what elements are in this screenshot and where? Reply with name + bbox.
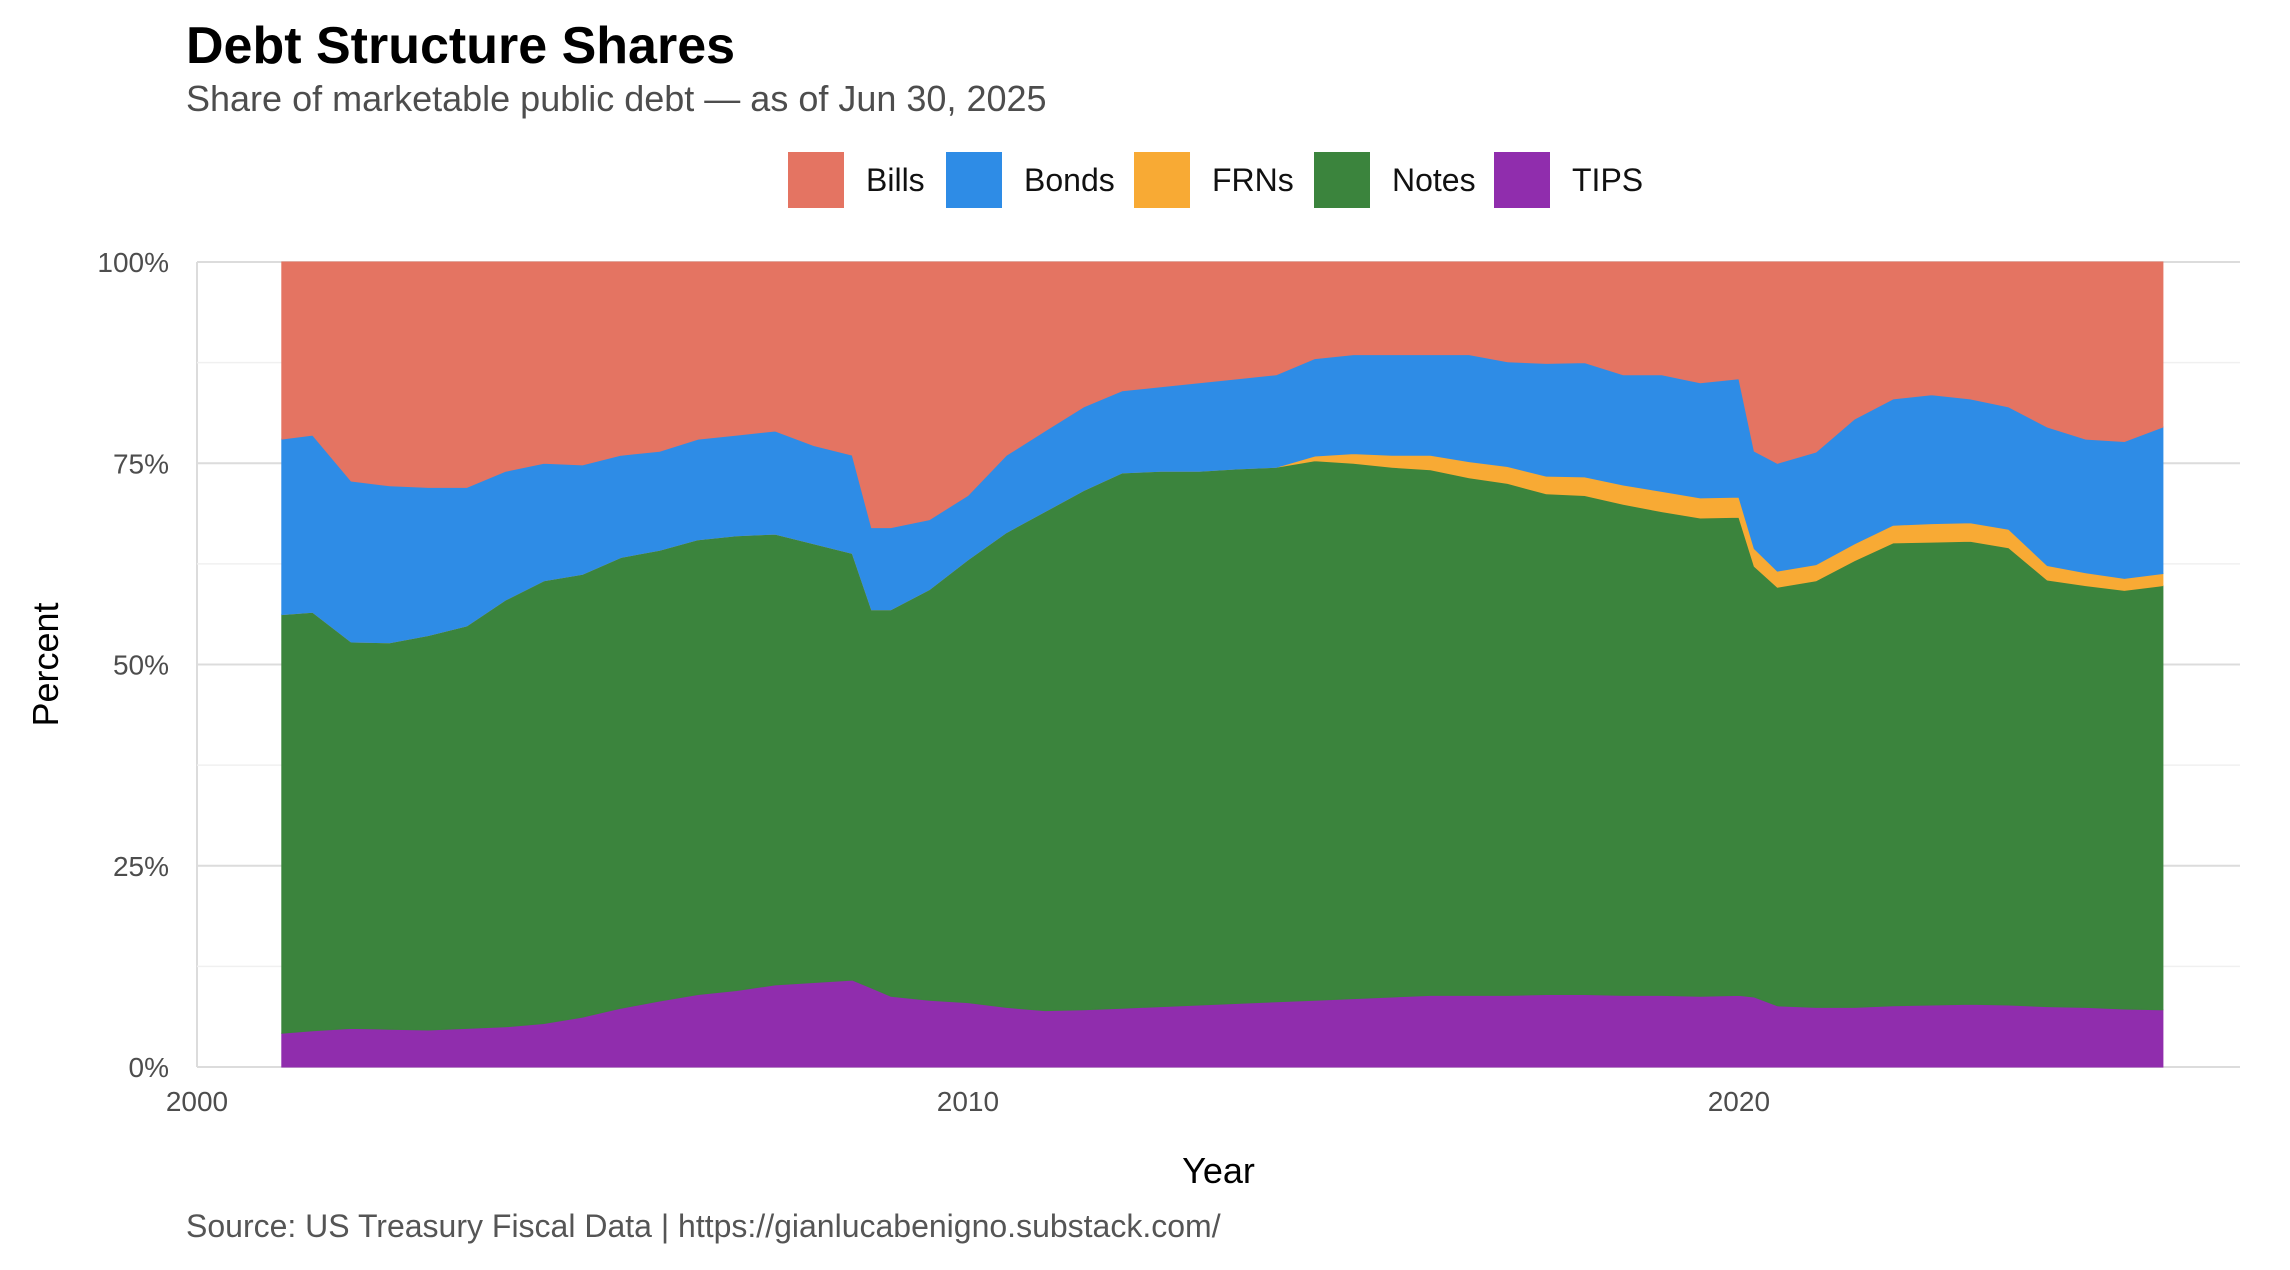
y-tick-label: 50% bbox=[113, 650, 169, 681]
chart-caption: Source: US Treasury Fiscal Data | https:… bbox=[186, 1208, 1221, 1244]
y-tick-label: 100% bbox=[97, 247, 169, 278]
axes: 2000 2010 2020 0% 25% 50% 75% 100% bbox=[97, 247, 1770, 1117]
y-axis-title: Percent bbox=[25, 602, 66, 726]
chart-title: Debt Structure Shares bbox=[186, 17, 736, 75]
x-tick-label: 2000 bbox=[166, 1086, 228, 1117]
legend-label-notes: Notes bbox=[1392, 162, 1476, 198]
y-tick-label: 25% bbox=[113, 851, 169, 882]
chart-legend: Bills Bonds FRNs Notes TIPS bbox=[0, 150, 2290, 210]
y-tick-label: 0% bbox=[129, 1052, 169, 1083]
area-bills bbox=[281, 261, 2164, 529]
x-tick-label: 2020 bbox=[1708, 1086, 1770, 1117]
stacked-areas bbox=[281, 261, 2164, 1068]
x-axis-title: Year bbox=[1182, 1150, 1255, 1191]
legend-swatch-bonds bbox=[946, 152, 1002, 208]
legend-swatch-bills bbox=[788, 152, 844, 208]
x-tick-label: 2010 bbox=[937, 1086, 999, 1117]
legend-swatch-tips bbox=[1494, 152, 1550, 208]
legend-label-bills: Bills bbox=[866, 162, 925, 198]
legend-swatch-notes bbox=[1314, 152, 1370, 208]
legend-label-bonds: Bonds bbox=[1024, 162, 1115, 198]
chart-subtitle: Share of marketable public debt — as of … bbox=[186, 78, 1047, 119]
y-tick-label: 75% bbox=[113, 448, 169, 479]
legend-label-tips: TIPS bbox=[1572, 162, 1644, 198]
legend-swatch-frns bbox=[1134, 152, 1190, 208]
legend-label-frns: FRNs bbox=[1212, 162, 1294, 198]
